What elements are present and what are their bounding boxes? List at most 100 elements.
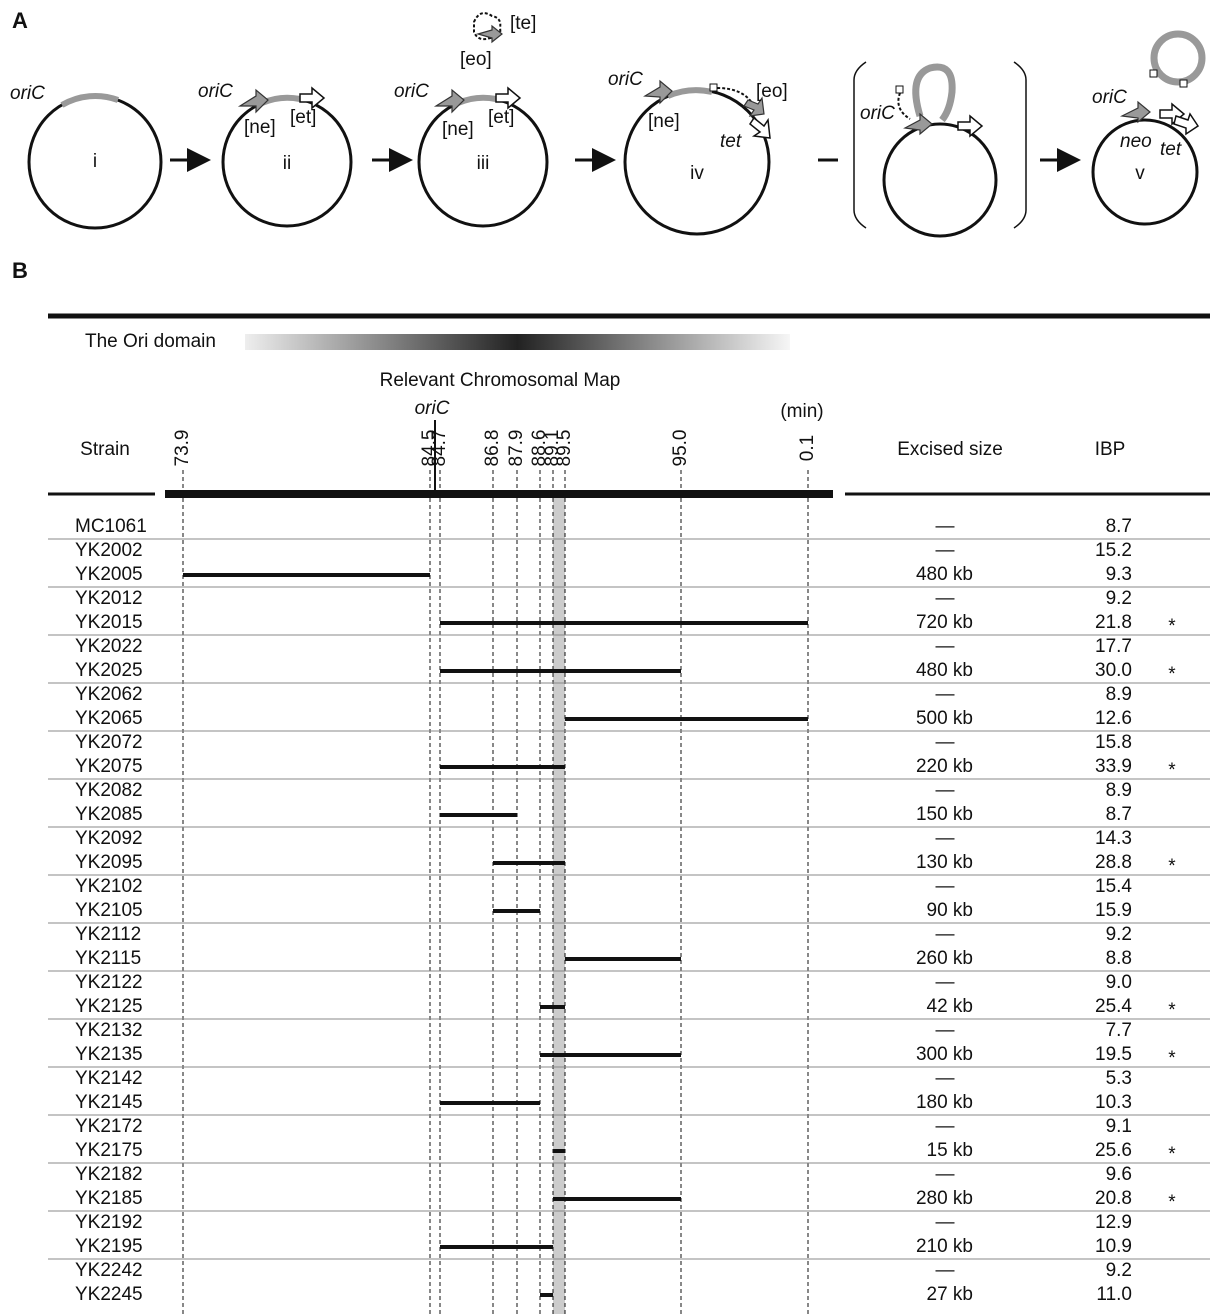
ibp: 12.6 bbox=[1095, 708, 1132, 729]
strain: YK2065 bbox=[75, 708, 143, 729]
gene-label: [et] bbox=[290, 107, 316, 128]
excised-size: — bbox=[936, 876, 955, 897]
gene-label: [te] bbox=[510, 13, 536, 34]
strain: YK2125 bbox=[75, 996, 143, 1017]
column-header: Strain bbox=[80, 439, 130, 460]
strain: YK2172 bbox=[75, 1116, 143, 1137]
ibp: 9.3 bbox=[1106, 564, 1132, 585]
strain: YK2082 bbox=[75, 780, 143, 801]
strain: YK2005 bbox=[75, 564, 143, 585]
figure: A oriC i oriC [ne] [et] ii [te] [eo] ori… bbox=[0, 0, 1210, 1314]
gene-label: tet bbox=[720, 131, 742, 152]
strain: YK2025 bbox=[75, 660, 143, 681]
ibp: 8.8 bbox=[1106, 948, 1132, 969]
excised-size: — bbox=[936, 780, 955, 801]
gene-label: [ne] bbox=[648, 111, 680, 132]
excised-size: 280 kb bbox=[916, 1188, 973, 1209]
site bbox=[1150, 70, 1157, 77]
tick-label: 84.7 bbox=[429, 430, 450, 467]
gene-label: oriC bbox=[198, 81, 233, 102]
oric-label: oriC bbox=[415, 398, 450, 419]
unit-label: (min) bbox=[780, 401, 823, 422]
strain: YK2122 bbox=[75, 972, 143, 993]
chromosome bbox=[625, 90, 769, 234]
excised-size: — bbox=[936, 684, 955, 705]
ibp: 9.0 bbox=[1106, 972, 1132, 993]
ibp: 15.2 bbox=[1095, 540, 1132, 561]
strain: YK2112 bbox=[75, 924, 141, 945]
tick-label: 87.9 bbox=[506, 430, 527, 467]
ibp: 5.3 bbox=[1106, 1068, 1132, 1089]
strain: YK2095 bbox=[75, 852, 143, 873]
strain: YK2012 bbox=[75, 588, 143, 609]
domain-label: The Ori domain bbox=[85, 331, 216, 352]
gene-arrow bbox=[300, 88, 324, 108]
gene-label: [eo] bbox=[460, 49, 492, 70]
ibp: 17.7 bbox=[1095, 636, 1132, 657]
ibp: 12.9 bbox=[1095, 1212, 1132, 1233]
step-numeral: iii bbox=[477, 153, 490, 174]
junction bbox=[898, 93, 910, 119]
gene-label: oriC bbox=[394, 81, 429, 102]
highlight-band bbox=[553, 494, 565, 1314]
site bbox=[1180, 80, 1187, 87]
strain: YK2072 bbox=[75, 732, 143, 753]
strain: YK2242 bbox=[75, 1260, 143, 1281]
step-numeral: ii bbox=[283, 153, 291, 174]
gene-arrow bbox=[958, 116, 982, 136]
excised-size: — bbox=[936, 588, 955, 609]
ibp: 8.7 bbox=[1106, 516, 1132, 537]
excised-circle bbox=[1154, 34, 1202, 82]
strain: YK2022 bbox=[75, 636, 143, 657]
ibp: 9.2 bbox=[1106, 1260, 1132, 1281]
strain: YK2085 bbox=[75, 804, 143, 825]
region bbox=[668, 90, 712, 96]
tick-label: 86.8 bbox=[482, 430, 503, 467]
excised-size: 720 kb bbox=[916, 612, 973, 633]
strain: YK2075 bbox=[75, 756, 143, 777]
excised-size: — bbox=[936, 636, 955, 657]
excised-size: — bbox=[936, 972, 955, 993]
strain: YK2142 bbox=[75, 1068, 143, 1089]
excised-size: 480 kb bbox=[916, 564, 973, 585]
excised-size: — bbox=[936, 1020, 955, 1041]
gene-label: tet bbox=[1160, 139, 1182, 160]
excised-size: 27 kb bbox=[927, 1284, 973, 1305]
tick-label: 0.1 bbox=[797, 435, 818, 461]
gene-arrow bbox=[905, 114, 932, 134]
ibp: 8.7 bbox=[1106, 804, 1132, 825]
excised-size: 260 kb bbox=[916, 948, 973, 969]
strain: MC1061 bbox=[75, 516, 147, 537]
tick-label: 95.0 bbox=[670, 430, 691, 467]
gene-label: [et] bbox=[488, 107, 514, 128]
column-header: Excised size bbox=[897, 439, 1003, 460]
excised-size: 220 kb bbox=[916, 756, 973, 777]
gene-arrow bbox=[478, 26, 502, 42]
excised-size: — bbox=[936, 516, 955, 537]
excised-size: — bbox=[936, 924, 955, 945]
panel-b: B The Ori domain Relevant Chromosomal Ma… bbox=[12, 258, 1210, 1314]
ibp: 10.3 bbox=[1095, 1092, 1132, 1113]
ibp: 33.9 bbox=[1095, 756, 1132, 777]
ibp: 7.7 bbox=[1106, 1020, 1132, 1041]
ibp: 19.5 bbox=[1095, 1044, 1132, 1065]
ibp: 9.2 bbox=[1106, 588, 1132, 609]
bracket bbox=[854, 62, 866, 228]
excised-size: — bbox=[936, 1116, 955, 1137]
significance-mark: * bbox=[1168, 1000, 1176, 1021]
gene-label: [eo] bbox=[756, 81, 788, 102]
chromosome bbox=[884, 124, 996, 236]
strain: YK2092 bbox=[75, 828, 143, 849]
bracket bbox=[1014, 62, 1026, 228]
ibp: 10.9 bbox=[1095, 1236, 1132, 1257]
gene-label: oriC bbox=[1092, 87, 1127, 108]
significance-mark: * bbox=[1168, 664, 1176, 685]
strain: YK2105 bbox=[75, 900, 143, 921]
panel-label: A bbox=[12, 8, 28, 33]
significance-mark: * bbox=[1168, 1048, 1176, 1069]
step-numeral: v bbox=[1135, 163, 1145, 184]
domain-gradient bbox=[245, 334, 790, 350]
ibp: 21.8 bbox=[1095, 612, 1132, 633]
gene-label: [ne] bbox=[244, 117, 276, 138]
ibp: 9.1 bbox=[1106, 1116, 1132, 1137]
